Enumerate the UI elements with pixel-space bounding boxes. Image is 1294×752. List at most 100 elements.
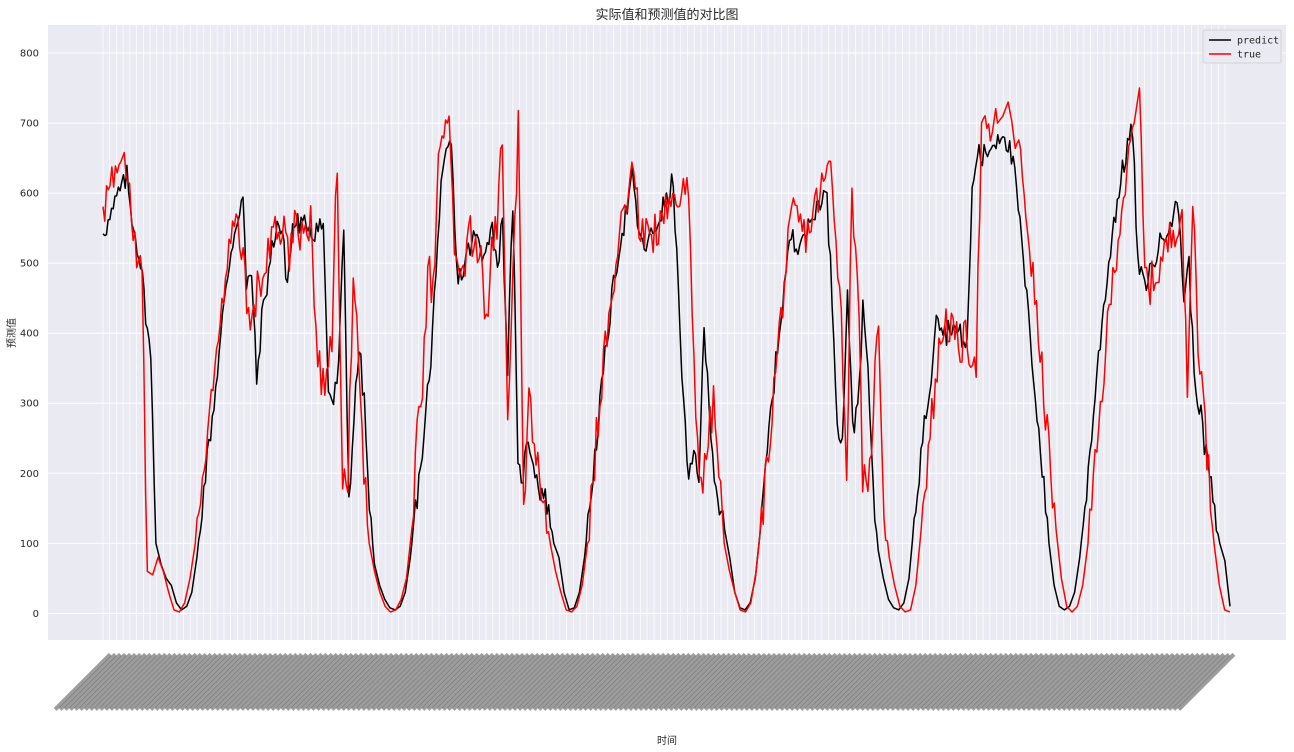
- x-tick-label: [618, 652, 677, 711]
- x-tick-label: [426, 652, 485, 711]
- x-tick-label: [875, 652, 934, 711]
- x-tick-label: [1046, 652, 1105, 711]
- x-tick-label: [980, 652, 1039, 711]
- x-tick-label: [759, 652, 818, 711]
- x-tick-label: [386, 652, 445, 711]
- x-tick-label: [885, 652, 944, 711]
- x-tick-label: [920, 652, 979, 711]
- chart-title: 实际值和预测值的对比图: [595, 7, 738, 23]
- y-tick-label: 700: [20, 119, 39, 130]
- x-tick-label: [401, 652, 460, 711]
- y-tick-label: 0: [33, 609, 39, 620]
- x-tick-label: [905, 652, 964, 711]
- x-tick-label: [340, 652, 399, 711]
- x-tick-label: [134, 652, 193, 711]
- x-tick-label: [552, 652, 611, 711]
- x-tick-label: [144, 652, 203, 711]
- x-tick-label: [698, 652, 757, 711]
- x-tick-label: [779, 652, 838, 711]
- x-tick-label: [804, 652, 863, 711]
- x-tick-label: [633, 652, 692, 711]
- x-tick-label: [895, 652, 954, 711]
- x-tick-label: [1056, 652, 1115, 711]
- x-tick-label: [1132, 652, 1190, 711]
- x-tick-label: [1091, 652, 1150, 711]
- x-tick-label: [78, 652, 137, 711]
- x-tick-label: [320, 652, 379, 711]
- x-tick-label: [315, 652, 374, 711]
- x-tick-label: [527, 652, 586, 711]
- x-tick-label: [970, 652, 1029, 711]
- x-tick-label: [371, 652, 430, 711]
- x-tick-label: [819, 652, 878, 711]
- y-tick-label: 300: [20, 399, 39, 410]
- x-tick-label: [94, 652, 153, 711]
- x-tick-label: [925, 652, 984, 711]
- x-tick-label: [194, 652, 253, 711]
- x-tick-label: [159, 652, 218, 711]
- x-tick-label: [587, 652, 646, 711]
- x-tick-label: [396, 652, 455, 711]
- x-tick-label: [73, 652, 132, 711]
- y-tick-label: 200: [20, 469, 39, 480]
- x-tick-label: [769, 652, 828, 711]
- x-tick-label: [960, 652, 1019, 711]
- x-tick-label: [728, 652, 787, 711]
- x-tick-label: [955, 652, 1014, 711]
- x-tick-label: [416, 652, 475, 711]
- x-tick-label: [557, 652, 616, 711]
- x-tick-label: [754, 652, 813, 711]
- x-tick-label: [1121, 652, 1180, 711]
- x-tick-label: [900, 652, 959, 711]
- x-tick-label: [391, 652, 450, 711]
- x-tick-label: [1086, 652, 1145, 711]
- x-tick-label: [648, 652, 707, 711]
- x-tick-label: [537, 652, 596, 711]
- x-tick-label: [421, 652, 480, 711]
- x-tick-label: [940, 652, 999, 711]
- x-tick-label: [562, 652, 621, 711]
- x-tick-label: [965, 652, 1024, 711]
- x-tick-label: [441, 652, 500, 711]
- x-tick-label: [532, 652, 591, 711]
- x-tick-label: [330, 652, 389, 711]
- x-tick-label: [1016, 652, 1075, 711]
- x-tick-label: [310, 652, 369, 711]
- x-tick-label: [663, 652, 722, 711]
- series-line-true: [102, 87, 1231, 613]
- x-tick-label: [839, 652, 898, 711]
- x-tick-label: [83, 652, 142, 711]
- x-tick-label: [567, 652, 626, 711]
- x-tick-label: [461, 652, 520, 711]
- y-ticks: 0 100 200 300 400 500 600 700 800: [20, 49, 39, 620]
- x-tick-label: [723, 652, 782, 711]
- x-tick-label: [1177, 652, 1236, 711]
- legend-label-predict: predict: [1237, 36, 1279, 47]
- x-tick-label: [1061, 652, 1120, 711]
- x-tick-label: [1006, 652, 1065, 711]
- x-tick-label: [381, 652, 440, 711]
- x-tick-label: [184, 652, 243, 711]
- x-tick-label: [104, 652, 163, 711]
- x-tick-label: [1101, 652, 1160, 711]
- x-tick-label: [179, 652, 238, 711]
- x-tick-label: [497, 652, 556, 711]
- x-tick-label: [63, 652, 122, 711]
- x-tick-label: [512, 652, 571, 711]
- x-tick-label: [214, 652, 273, 711]
- x-tick-label: [451, 652, 510, 711]
- x-tick-label: [809, 652, 868, 711]
- x-tick-label: [774, 652, 833, 711]
- x-tick-label: [658, 652, 717, 711]
- x-tick-label: [335, 652, 394, 711]
- x-tick-label: [466, 652, 525, 711]
- x-tick-label: [1036, 652, 1095, 711]
- x-tick-label: [794, 652, 853, 711]
- x-tick-label: [471, 652, 530, 711]
- x-tick-label: [784, 652, 843, 711]
- x-tick-label: [139, 652, 198, 711]
- x-tick-label: [915, 652, 974, 711]
- x-tick-label: [1172, 652, 1231, 711]
- x-tick-label: [492, 652, 551, 711]
